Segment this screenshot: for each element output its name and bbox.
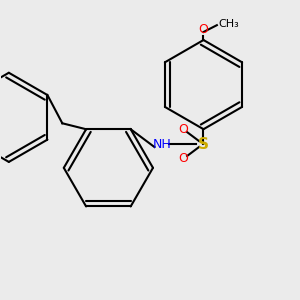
- Text: S: S: [198, 136, 209, 152]
- Text: CH₃: CH₃: [218, 19, 239, 29]
- Text: NH: NH: [152, 138, 171, 151]
- Text: O: O: [178, 152, 188, 165]
- Text: O: O: [178, 123, 188, 136]
- Text: O: O: [199, 22, 208, 36]
